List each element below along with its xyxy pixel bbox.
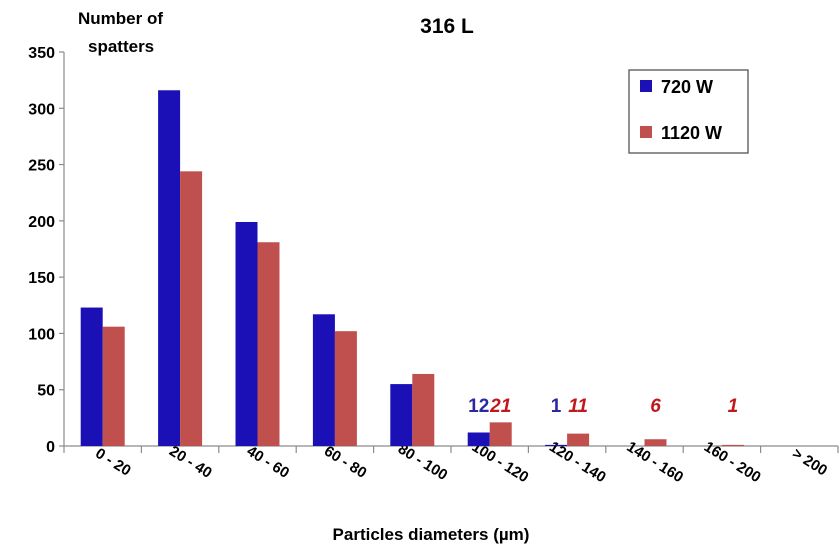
x-tick-label: 80 - 100 [395, 440, 451, 484]
bar-720w [390, 384, 413, 446]
bar-720w [467, 432, 490, 446]
bar-1120w [257, 242, 280, 446]
x-tick-label: 40 - 60 [244, 443, 293, 482]
bar-1120w [721, 444, 744, 446]
bar-1120w [644, 439, 667, 446]
bar-1120w [180, 171, 203, 446]
y-tick-label: 100 [28, 326, 55, 343]
legend-label-1120w: 1120 W [661, 123, 722, 143]
bar-annotation: 21 [489, 396, 511, 417]
x-tick-label: > 200 [789, 445, 830, 480]
bar-720w [158, 90, 181, 446]
y-tick-label: 300 [28, 101, 55, 118]
y-ticks: 0 50 100 150 200 250 300 350 [28, 45, 64, 456]
y-axis-label-line-2: spatters [88, 37, 154, 56]
bar-1120w [489, 422, 512, 446]
legend: 720 W 1120 W [628, 69, 749, 154]
x-tick-label: 20 - 40 [166, 443, 215, 482]
bar-1120w [334, 331, 357, 446]
bar-annotation: 1 [551, 396, 562, 417]
bar-annotation: 11 [568, 396, 588, 417]
bar-annotations: 12 21 1 11 6 1 [468, 396, 738, 417]
bars [80, 90, 744, 446]
bar-720w [312, 314, 335, 446]
y-tick-label: 0 [46, 439, 55, 456]
bar-1120w [567, 433, 590, 446]
legend-swatch-720w [640, 80, 652, 92]
x-tick-label: 60 - 80 [321, 443, 370, 482]
legend-swatch-1120w [640, 126, 652, 138]
bar-1120w [102, 326, 125, 446]
y-tick-label: 250 [28, 158, 55, 175]
y-tick-label: 50 [37, 383, 55, 400]
bar-annotation: 1 [728, 396, 739, 417]
bar-720w [80, 307, 103, 446]
y-tick-label: 200 [28, 214, 55, 231]
x-axis-label: Particles diameters (µm) [333, 525, 530, 544]
bar-annotation: 12 [468, 396, 489, 417]
legend-label-720w: 720 W [661, 77, 713, 97]
y-tick-label: 150 [28, 270, 55, 287]
bar-720w [545, 444, 568, 446]
x-tick-label: 0 - 20 [92, 445, 134, 480]
y-axis-label-line-1: Number of [78, 9, 163, 28]
bar-annotation: 6 [650, 396, 661, 417]
y-tick-label: 350 [28, 45, 55, 62]
bar-1120w [412, 373, 435, 446]
chart-title: 316 L [420, 15, 474, 38]
bar-720w [235, 221, 258, 446]
